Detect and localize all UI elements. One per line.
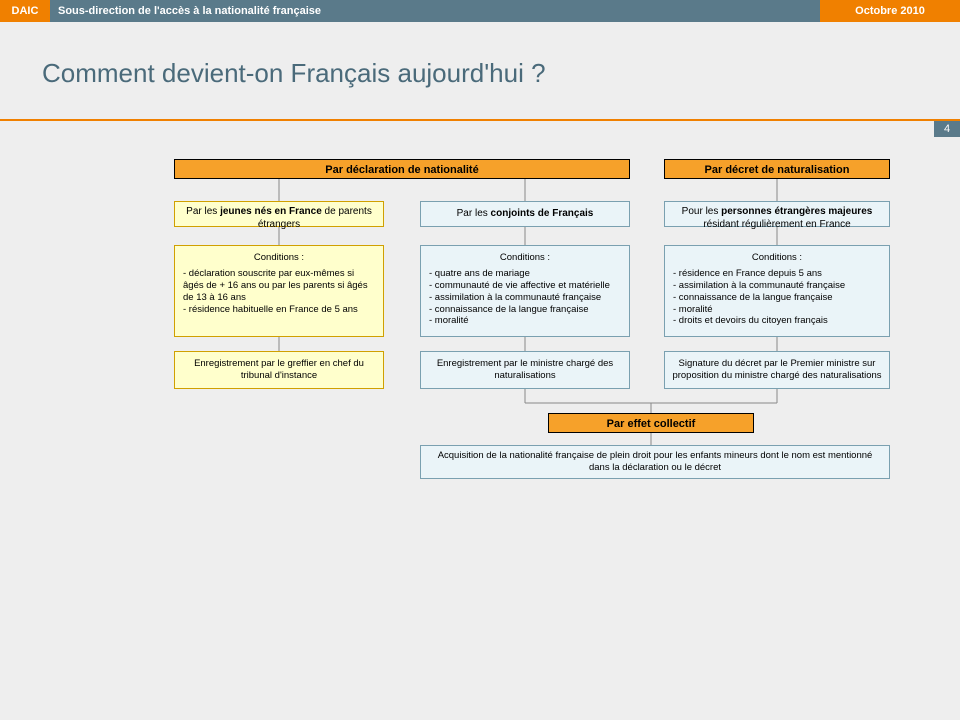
col3-conditions: Conditions : - résidence en France depui…	[664, 245, 890, 337]
col3-sub: Pour les personnes étrangères majeures r…	[664, 201, 890, 227]
col2-reg: Enregistrement par le ministre chargé de…	[420, 351, 630, 389]
page-number: 4	[934, 121, 960, 137]
header-declaration: Par déclaration de nationalité	[174, 159, 630, 179]
header-bar: DAIC Sous-direction de l'accès à la nati…	[0, 0, 960, 22]
col2-sub-pre: Par les	[457, 208, 491, 219]
box-collectif: Acquisition de la nationalité française …	[420, 445, 890, 479]
col3-cond-title: Conditions :	[673, 252, 881, 264]
col2-conditions: Conditions : - quatre ans de mariage - c…	[420, 245, 630, 337]
col1-sub: Par les jeunes nés en France de parents …	[174, 201, 384, 227]
col3-sub-post: résidant régulièrement en France	[703, 219, 850, 230]
col3-reg: Signature du décret par le Premier minis…	[664, 351, 890, 389]
col1-conditions: Conditions : - déclaration souscrite par…	[174, 245, 384, 337]
col3-cond-text: - résidence en France depuis 5 ans - ass…	[673, 268, 845, 327]
col1-reg: Enregistrement par le greffier en chef d…	[174, 351, 384, 389]
col1-sub-pre: Par les	[186, 206, 220, 217]
header-collectif: Par effet collectif	[548, 413, 754, 433]
page-title: Comment devient-on Français aujourd'hui …	[0, 22, 960, 89]
col1-cond-title: Conditions :	[183, 252, 375, 264]
header-left: DAIC	[0, 0, 50, 22]
col1-cond-text: - déclaration souscrite par eux-mêmes si…	[183, 268, 368, 315]
col3-sub-b: personnes étrangères majeures	[721, 206, 872, 217]
header-right: Octobre 2010	[820, 0, 960, 22]
col2-cond-title: Conditions :	[429, 252, 621, 264]
col2-sub: Par les conjoints de Français	[420, 201, 630, 227]
col2-cond-text: - quatre ans de mariage - communauté de …	[429, 268, 610, 327]
title-rule	[0, 119, 960, 121]
header-decret: Par décret de naturalisation	[664, 159, 890, 179]
col3-sub-pre: Pour les	[682, 206, 721, 217]
col2-sub-b: conjoints de Français	[491, 208, 594, 219]
col1-sub-b: jeunes nés en France	[220, 206, 322, 217]
header-mid: Sous-direction de l'accès à la nationali…	[50, 0, 820, 22]
flowchart: Par déclaration de nationalité Par décre…	[0, 145, 960, 665]
